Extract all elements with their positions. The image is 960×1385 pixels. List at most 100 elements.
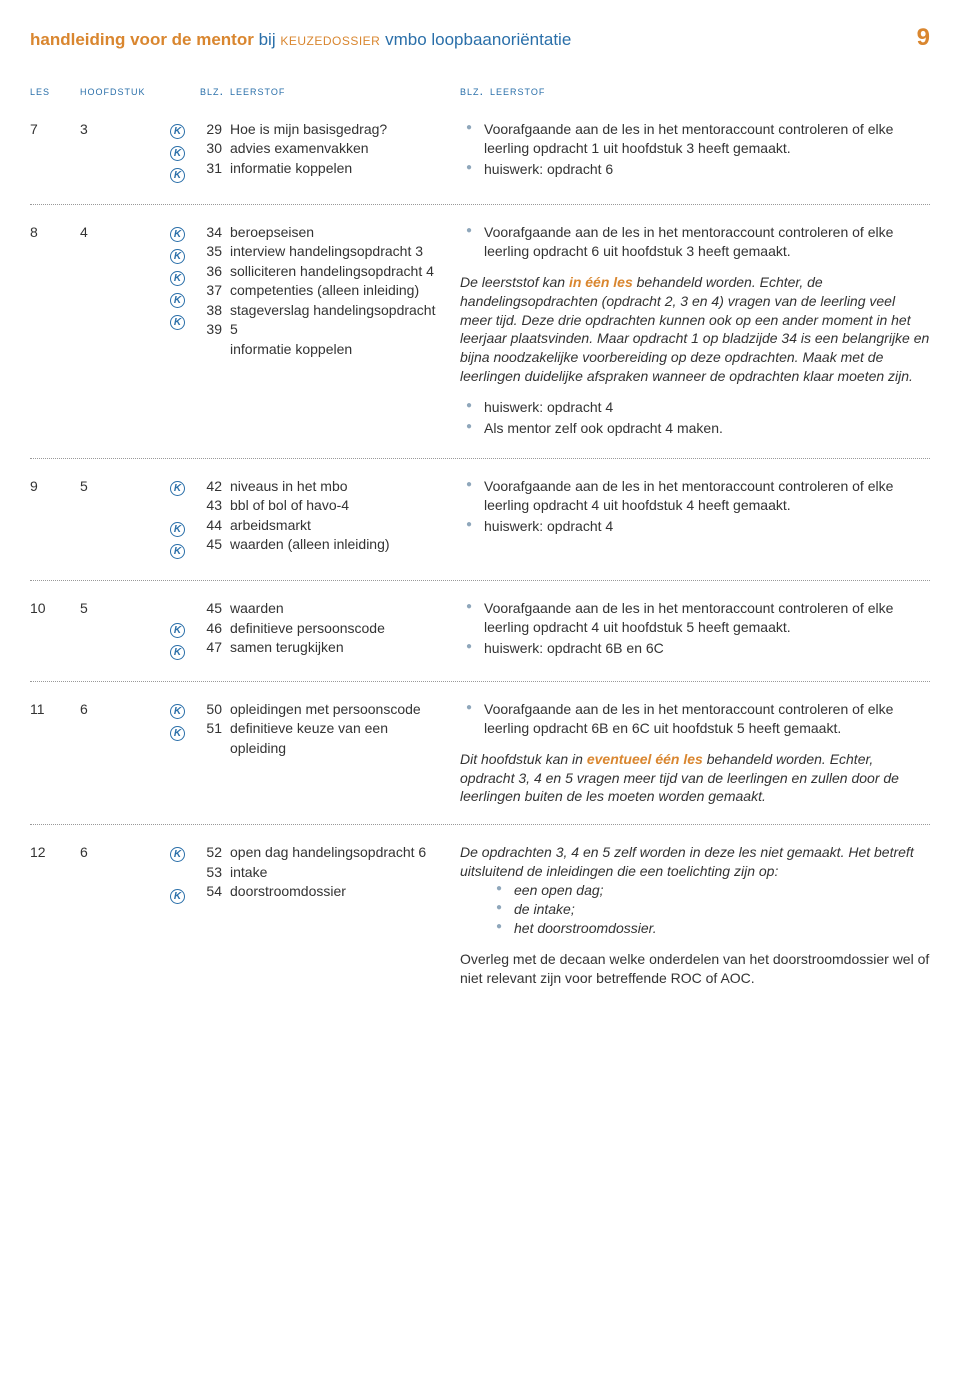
topic-text: waarden (alleen inleiding) <box>230 535 444 555</box>
note-bullet: Voorafgaande aan de les in het mentoracc… <box>460 120 930 158</box>
page-number-value: 50 <box>200 700 222 720</box>
indent-bullet: een open dag; <box>460 881 930 900</box>
page-number-value: 37 <box>200 281 222 301</box>
page-number-value: 35 <box>200 242 222 262</box>
page-number-value: 34 <box>200 223 222 243</box>
col-les: les <box>30 82 80 100</box>
k-icon: K <box>170 227 185 242</box>
lesson-rows: 73KKK293031Hoe is mijn basisgedrag?advie… <box>30 120 930 1006</box>
page-number-value: 45 <box>200 535 222 555</box>
indent-bullet: de intake; <box>460 900 930 919</box>
topic-text: solliciteren handelingsopdracht 4 <box>230 262 444 282</box>
page-number-value: 43 <box>200 496 222 516</box>
k-icon: K <box>170 481 185 496</box>
hoofdstuk-number: 4 <box>80 223 170 440</box>
page-numbers: 42434445 <box>200 477 230 563</box>
page-number-value: 51 <box>200 719 222 739</box>
page-number-value: 46 <box>200 619 222 639</box>
page-number-value: 30 <box>200 139 222 159</box>
topic-text: open dag handelingsopdracht 6 <box>230 843 444 863</box>
topic-text: definitieve keuze van een opleiding <box>230 719 444 758</box>
k-icon: K <box>170 726 185 741</box>
page-numbers: 454647 <box>200 599 230 663</box>
k-icon-column: KK <box>170 700 200 806</box>
col-blz-right: blz. <box>460 82 490 100</box>
indent-bullet: het doorstroomdossier. <box>460 919 930 938</box>
k-icon: K <box>170 847 185 862</box>
hoofdstuk-number: 5 <box>80 599 170 663</box>
page-number-value: 39 <box>200 320 222 340</box>
topic-text: opleidingen met persoonscode <box>230 700 444 720</box>
note-bullet: Als mentor zelf ook opdracht 4 maken. <box>460 419 930 438</box>
hoofdstuk-number: 6 <box>80 700 170 806</box>
k-icon: K <box>170 271 185 286</box>
topic-text: stageverslag handelingsopdracht 5 <box>230 301 444 340</box>
note-bullet: huiswerk: opdracht 4 <box>460 517 930 536</box>
title-part2: bij <box>254 30 280 49</box>
page-number-value: 54 <box>200 882 222 902</box>
topic-text: informatie koppelen <box>230 340 444 360</box>
page-number-value: 52 <box>200 843 222 863</box>
topic-text: beroepseisen <box>230 223 444 243</box>
topic-list: opleidingen met persoonscodedefinitieve … <box>230 700 460 806</box>
k-icon-column: KKK <box>170 120 200 186</box>
les-number: 12 <box>30 843 80 987</box>
les-number: 8 <box>30 223 80 440</box>
page-number-value: 53 <box>200 863 222 883</box>
page-number-value: 31 <box>200 159 222 179</box>
k-icon-column: K KK <box>170 477 200 563</box>
topic-list: Hoe is mijn basisgedrag?advies examenvak… <box>230 120 460 186</box>
k-icon: K <box>170 704 185 719</box>
topic-list: niveaus in het mbobbl of bol of havo-4ar… <box>230 477 460 563</box>
plain-paragraph: Overleg met de decaan welke onderdelen v… <box>460 950 930 988</box>
page-number: 9 <box>917 22 930 54</box>
page-header: handleiding voor de mentor bij keuzedoss… <box>30 22 930 54</box>
title-part1: handleiding voor de mentor <box>30 30 254 49</box>
page-numbers: 5051 <box>200 700 230 806</box>
note-bullet: huiswerk: opdracht 6 <box>460 160 930 179</box>
lesson-row: 95K KK42434445niveaus in het mbobbl of b… <box>30 477 930 582</box>
italic-paragraph: Dit hoofdstuk kan in eventueel één les b… <box>460 750 930 807</box>
hoofdstuk-number: 3 <box>80 120 170 186</box>
topic-text: definitieve persoonscode <box>230 619 444 639</box>
les-number: 10 <box>30 599 80 663</box>
emphasis-orange: in één les <box>569 274 633 290</box>
title-part3: keuzedossier <box>280 30 380 49</box>
topic-text: arbeidsmarkt <box>230 516 444 536</box>
topic-text: intake <box>230 863 444 883</box>
lesson-row: 73KKK293031Hoe is mijn basisgedrag?advie… <box>30 120 930 205</box>
page-number-value: 47 <box>200 638 222 658</box>
les-number: 7 <box>30 120 80 186</box>
topic-list: open dag handelingsopdracht 6intakedoors… <box>230 843 460 987</box>
les-number: 11 <box>30 700 80 806</box>
k-icon: K <box>170 889 185 904</box>
page-number-value: 38 <box>200 301 222 321</box>
topic-text: interview handelingsopdracht 3 <box>230 242 444 262</box>
right-notes: Voorafgaande aan de les in het mentoracc… <box>460 120 930 186</box>
col-leerstof-right: leerstof <box>490 82 930 100</box>
italic-lead: De opdrachten 3, 4 en 5 zelf worden in d… <box>460 843 930 881</box>
emphasis-orange: eventueel één les <box>587 751 703 767</box>
topic-list: waardendefinitieve persoonscodesamen ter… <box>230 599 460 663</box>
title-part4: vmbo loopbaanoriëntatie <box>380 30 571 49</box>
page-number-value: 45 <box>200 599 222 619</box>
lesson-row: 105 KK454647waardendefinitieve persoonsc… <box>30 599 930 682</box>
hoofdstuk-number: 6 <box>80 843 170 987</box>
topic-text: competenties (alleen inleiding) <box>230 281 444 301</box>
lesson-row: 126K K525354open dag handelingsopdracht … <box>30 843 930 1005</box>
topic-text: informatie koppelen <box>230 159 444 179</box>
right-notes: De opdrachten 3, 4 en 5 zelf worden in d… <box>460 843 930 987</box>
topic-text: advies examenvakken <box>230 139 444 159</box>
hoofdstuk-number: 5 <box>80 477 170 563</box>
page-numbers: 525354 <box>200 843 230 987</box>
topic-text: doorstroomdossier <box>230 882 444 902</box>
note-bullet: Voorafgaande aan de les in het mentoracc… <box>460 599 930 637</box>
k-icon: K <box>170 146 185 161</box>
note-bullet: Voorafgaande aan de les in het mentoracc… <box>460 223 930 261</box>
note-bullet: huiswerk: opdracht 4 <box>460 398 930 417</box>
topic-list: beroepseiseninterview handelingsopdracht… <box>230 223 460 440</box>
k-icon: K <box>170 522 185 537</box>
topic-text: Hoe is mijn basisgedrag? <box>230 120 444 140</box>
col-hoofdstuk: hoofdstuk <box>80 82 170 100</box>
les-number: 9 <box>30 477 80 563</box>
